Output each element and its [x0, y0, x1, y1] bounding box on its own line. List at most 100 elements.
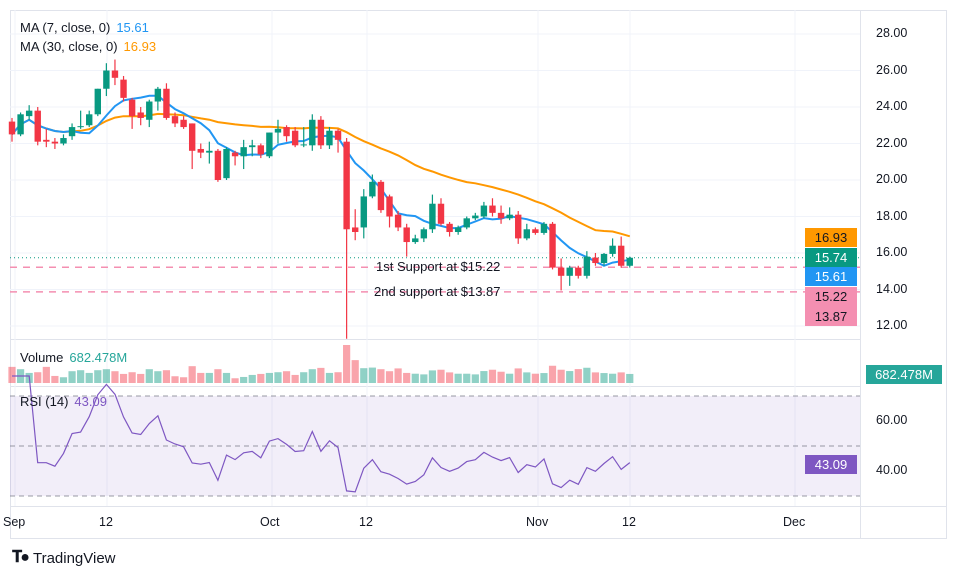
- volume-bar: [274, 372, 282, 383]
- candle-body: [77, 126, 84, 128]
- candle-body: [352, 227, 359, 233]
- time-tick-label: 12: [99, 515, 113, 529]
- volume-bar: [403, 372, 411, 383]
- volume-bar: [420, 374, 428, 383]
- candle-body: [180, 119, 187, 128]
- volume-bar: [463, 373, 471, 383]
- candle-body: [120, 79, 127, 98]
- candle-body: [25, 110, 33, 117]
- candle-body: [472, 215, 479, 219]
- candle-body: [188, 123, 196, 151]
- candle-body: [128, 99, 136, 117]
- rsi-tick-label: 40.00: [876, 463, 908, 477]
- ma30-value: 16.93: [123, 39, 157, 54]
- volume-bar: [102, 369, 110, 383]
- candle-body: [309, 119, 316, 146]
- volume-bar: [162, 370, 171, 383]
- candle-body: [291, 130, 299, 146]
- candle-body: [43, 139, 50, 142]
- volume-label: Volume: [20, 350, 64, 365]
- candle-body: [154, 88, 162, 102]
- ma30-legend: MA (30, close, 0) 16.93: [20, 39, 156, 54]
- candle-body: [51, 141, 59, 144]
- volume-bar: [377, 369, 385, 383]
- candle-body: [231, 152, 239, 157]
- volume-bar: [265, 372, 273, 383]
- ma7-price-label: 15.61: [805, 267, 857, 286]
- volume-bar: [317, 367, 325, 383]
- candle-body: [68, 127, 76, 137]
- candle-body: [343, 141, 350, 230]
- candle-body: [386, 196, 393, 217]
- price-tick-label: 12.00: [876, 318, 908, 332]
- volume-bar: [240, 376, 248, 383]
- candle-body: [377, 181, 385, 211]
- candle-body: [609, 245, 616, 254]
- support1-price-label: 15.22: [805, 287, 857, 307]
- volume-bar: [154, 371, 162, 383]
- volume-bar: [445, 372, 454, 383]
- candle-body: [420, 229, 428, 239]
- candle-body: [532, 229, 539, 233]
- candle-body: [111, 70, 119, 78]
- candle-body: [137, 112, 144, 118]
- candle-body: [549, 223, 556, 268]
- time-tick-label: Nov: [526, 515, 549, 529]
- candle-body: [326, 130, 333, 146]
- price-tick-label: 22.00: [876, 135, 908, 150]
- volume-bar: [540, 373, 548, 383]
- volume-bar: [42, 366, 50, 383]
- volume-bar: [137, 373, 145, 383]
- candle-body: [600, 253, 608, 264]
- rsi-price-label: 43.09: [805, 455, 857, 474]
- volume-bar: [600, 373, 608, 383]
- chart-border: [10, 10, 947, 539]
- candle-body: [17, 114, 24, 135]
- time-tick-label: Sep: [3, 515, 26, 529]
- tradingview-logo[interactable]: 𝐓● TradingView: [12, 549, 116, 567]
- volume-bar: [385, 371, 394, 383]
- candle-body: [523, 229, 530, 239]
- candle-body: [489, 205, 496, 213]
- volume-bar: [497, 371, 505, 383]
- volume-bar: [488, 369, 497, 383]
- candle-body: [146, 101, 153, 120]
- volume-bar: [257, 373, 265, 383]
- candle-body: [249, 145, 256, 148]
- candle-body: [506, 214, 513, 219]
- candle-body: [197, 148, 204, 153]
- volume-bar: [8, 366, 16, 383]
- rsi-line: [12, 375, 631, 493]
- volume-bar: [171, 376, 179, 383]
- tradingview-brand: TradingView: [32, 549, 116, 567]
- candle-body: [163, 88, 170, 118]
- volume-value: 682.478M: [69, 350, 128, 365]
- time-tick-label: Oct: [260, 515, 280, 529]
- volume-bar: [557, 369, 565, 383]
- candle-body: [617, 245, 625, 266]
- volume-bar: [34, 372, 42, 383]
- volume-bar: [617, 372, 625, 383]
- candle-body: [446, 223, 453, 233]
- time-tick-label: 12: [622, 515, 636, 529]
- candle-body: [334, 130, 342, 140]
- volume-bar: [308, 369, 316, 383]
- candle-body: [206, 150, 213, 153]
- candle-body: [592, 257, 599, 264]
- volume-bar: [548, 365, 557, 383]
- candle-body: [171, 116, 179, 124]
- candle-body: [463, 218, 470, 228]
- candle-body: [575, 267, 582, 276]
- ma7-label: MA (7, close, 0): [20, 20, 111, 35]
- volume-bar: [368, 367, 376, 383]
- volume-bar: [111, 371, 119, 383]
- candle-body: [283, 127, 290, 137]
- rsi-tick-label: 60.00: [876, 413, 908, 427]
- volume-bar: [609, 373, 617, 383]
- price-tick-label: 14.00: [876, 281, 908, 296]
- volume-legend: Volume 682.478M: [20, 350, 127, 365]
- candle-body: [369, 181, 376, 197]
- volume-bar: [205, 372, 213, 383]
- candle-body: [317, 119, 325, 146]
